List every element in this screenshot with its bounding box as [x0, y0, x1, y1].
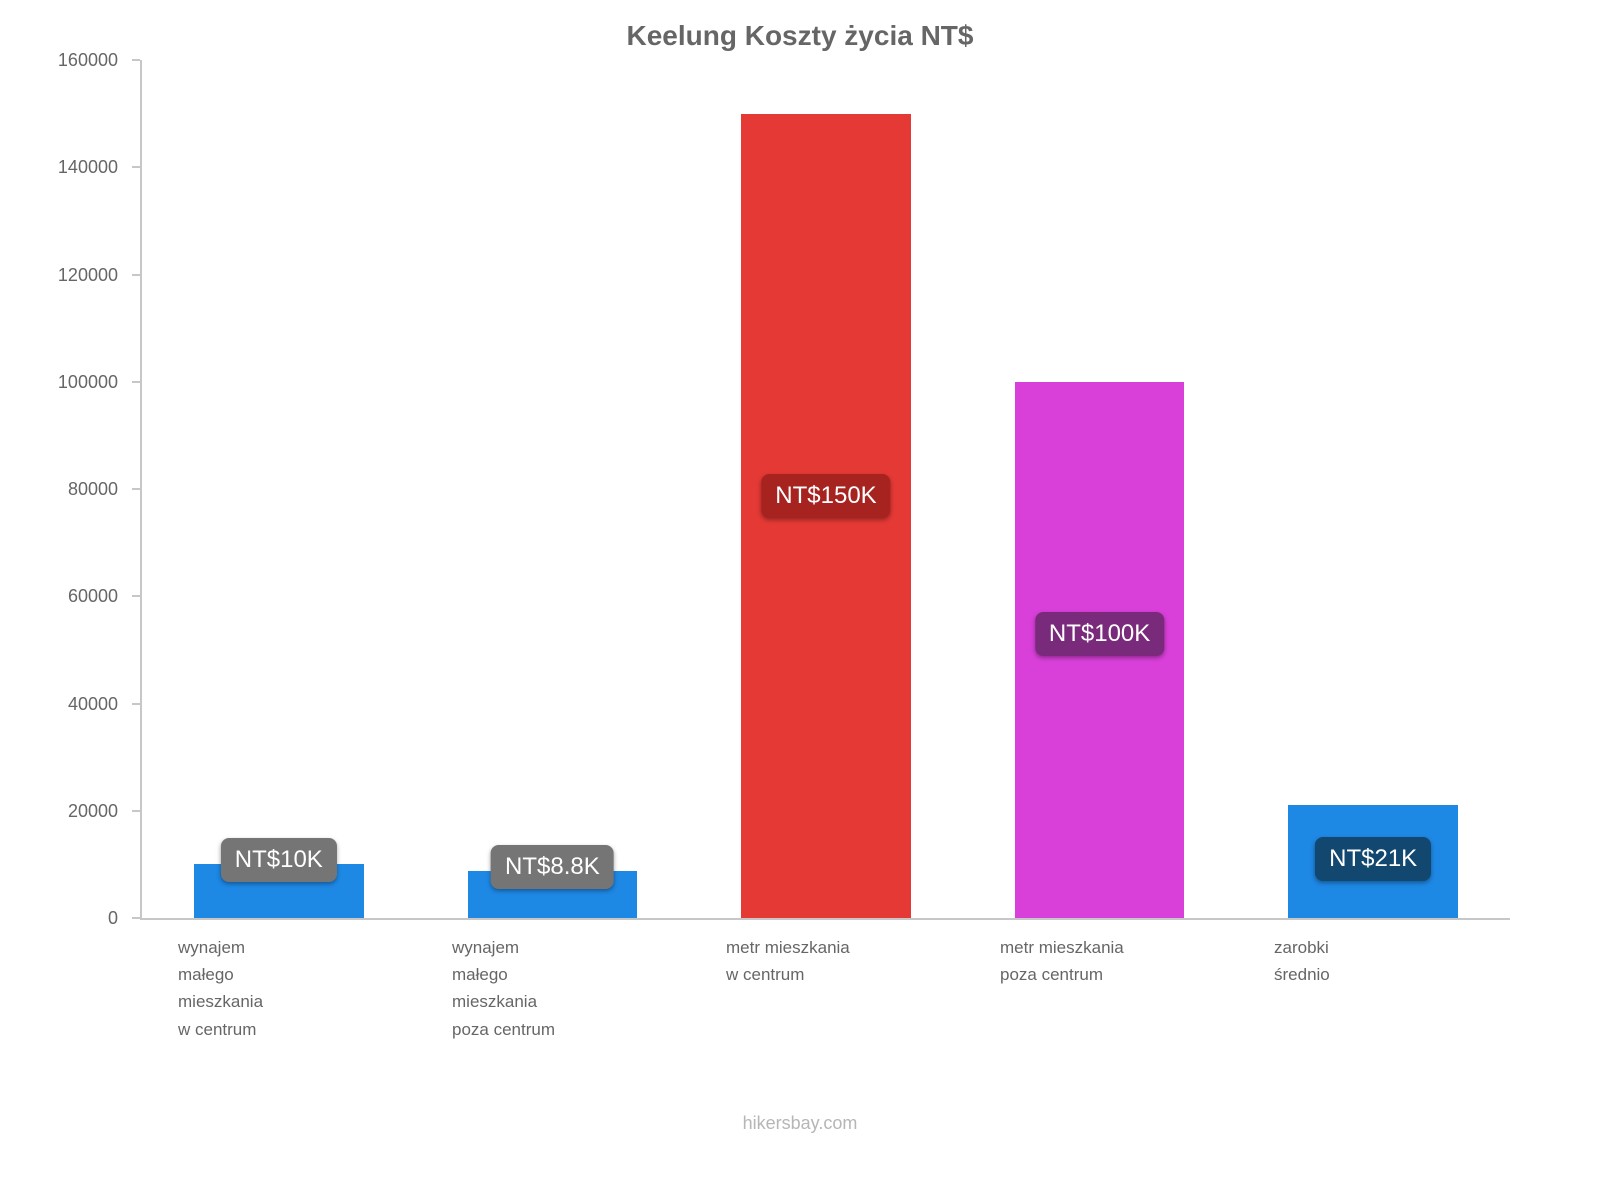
value-badge: NT$21K: [1315, 837, 1431, 881]
x-axis-label: metr mieszkania poza centrum: [962, 934, 1236, 1043]
bars-row: NT$10K NT$8.8K NT$150K NT$100K NT$21K: [142, 60, 1510, 918]
bar: NT$10K: [194, 864, 364, 918]
y-tick-label: 40000: [68, 694, 118, 715]
value-badge: NT$8.8K: [491, 845, 614, 889]
x-axis-label: metr mieszkania w centrum: [688, 934, 962, 1043]
y-tick-label: 20000: [68, 801, 118, 822]
chart-title: Keelung Koszty życia NT$: [50, 20, 1550, 52]
bar: NT$21K: [1288, 805, 1458, 918]
y-tick-label: 100000: [58, 372, 118, 393]
bar: NT$100K: [1015, 382, 1185, 918]
y-tick-label: 80000: [68, 479, 118, 500]
y-tick-mark: [132, 274, 140, 276]
bar: NT$150K: [741, 114, 911, 918]
y-tick-mark: [132, 59, 140, 61]
value-badge: NT$100K: [1035, 612, 1164, 656]
value-badge: NT$10K: [221, 838, 337, 882]
y-tick-mark: [132, 810, 140, 812]
attribution-text: hikersbay.com: [50, 1113, 1550, 1134]
bar-slot: NT$8.8K: [416, 60, 690, 918]
x-axis-labels: wynajem małego mieszkania w centrumwynaj…: [140, 934, 1510, 1043]
chart-container: Keelung Koszty życia NT$ NT$10KNT$8.8KNT…: [50, 20, 1550, 1120]
x-axis-label: zarobki średnio: [1236, 934, 1510, 1043]
plot-area: NT$10KNT$8.8KNT$150KNT$100KNT$21K 020000…: [140, 60, 1510, 920]
y-tick-mark: [132, 595, 140, 597]
y-tick-label: 160000: [58, 50, 118, 71]
y-tick-mark: [132, 917, 140, 919]
y-tick-mark: [132, 703, 140, 705]
y-tick-label: 140000: [58, 157, 118, 178]
bar-slot: NT$150K: [689, 60, 963, 918]
x-axis-label: wynajem małego mieszkania poza centrum: [414, 934, 688, 1043]
x-axis-label: wynajem małego mieszkania w centrum: [140, 934, 414, 1043]
bar-slot: NT$100K: [963, 60, 1237, 918]
value-badge: NT$150K: [761, 474, 890, 518]
y-tick-label: 60000: [68, 586, 118, 607]
y-tick-mark: [132, 166, 140, 168]
y-tick-mark: [132, 381, 140, 383]
y-tick-label: 120000: [58, 265, 118, 286]
y-tick-label: 0: [108, 908, 118, 929]
bar: NT$8.8K: [468, 871, 638, 918]
bar-slot: NT$10K: [142, 60, 416, 918]
bar-slot: NT$21K: [1236, 60, 1510, 918]
y-tick-mark: [132, 488, 140, 490]
